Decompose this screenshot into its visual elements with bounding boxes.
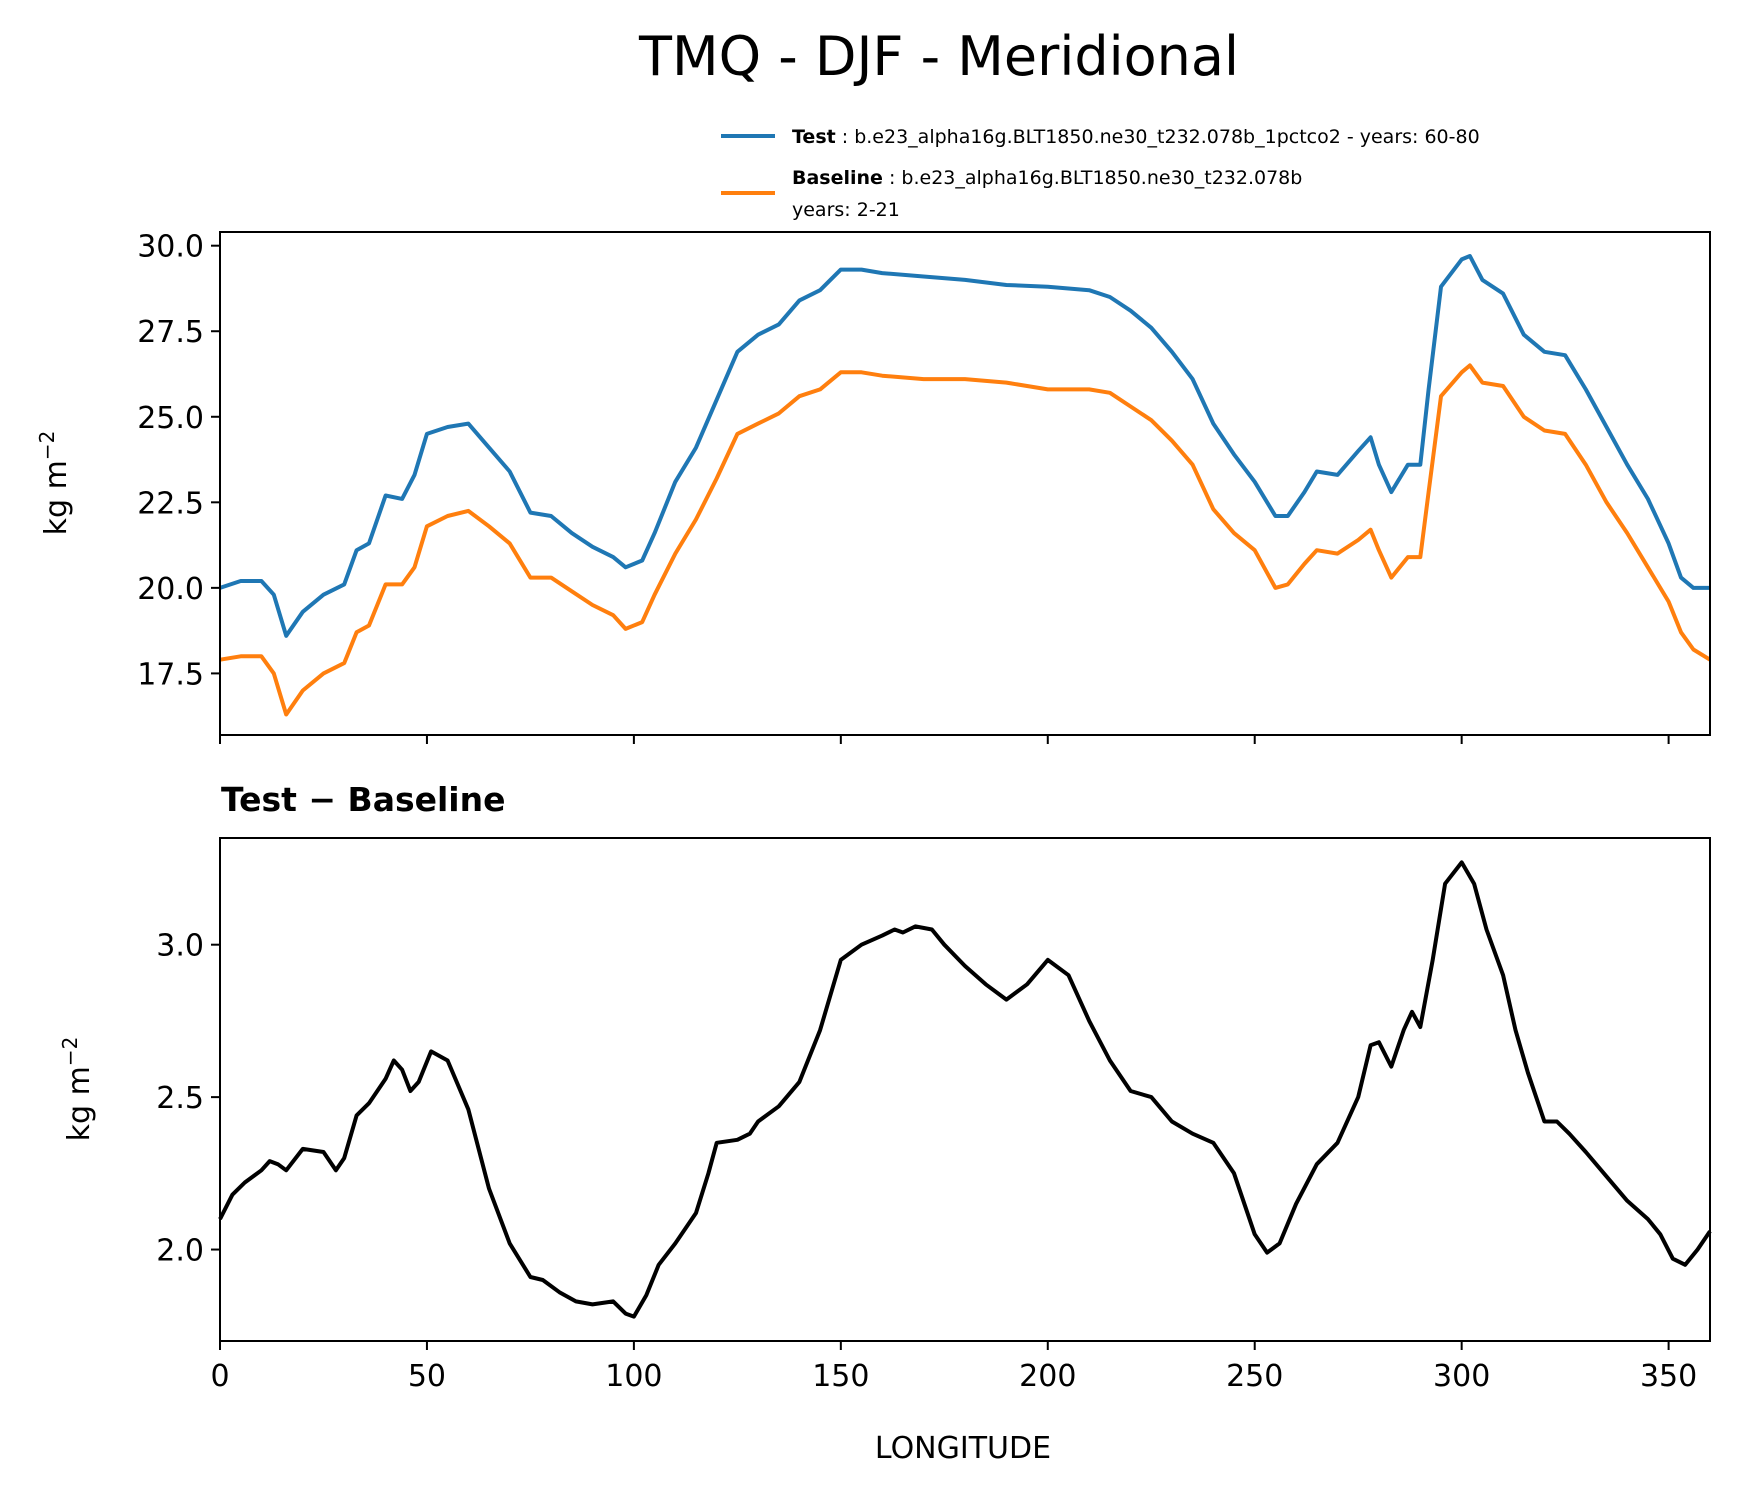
legend: Test : b.e23_alpha16g.BLT1850.ne30_t232.… [721, 126, 1480, 221]
top-plot-frame [219, 231, 1711, 736]
y-tick-label: 2.0 [156, 1234, 204, 1269]
figure-title: TMQ - DJF - Meridional [638, 25, 1239, 88]
x-tick-label: 50 [408, 1359, 446, 1394]
top-y-axis-label: kg m−2 [35, 431, 74, 536]
y-tick-label: 17.5 [137, 657, 204, 692]
x-tick-label: 100 [605, 1359, 662, 1394]
y-tick-label: 20.0 [137, 572, 204, 607]
legend-baseline-label: Baseline [792, 167, 883, 189]
bottom-panel-title: Test − Baseline [221, 780, 506, 819]
y-tick-label: 2.5 [156, 1081, 204, 1116]
legend-baseline-entry: Baseline : b.e23_alpha16g.BLT1850.ne30_t… [792, 167, 1302, 189]
bottom-x-ticks: 0 50 100 150 200 250 300 350 [210, 1341, 1697, 1394]
baseline-series-line [219, 363, 1712, 717]
x-tick-label: 200 [1019, 1359, 1076, 1394]
legend-baseline-years: years: 2-21 [792, 199, 900, 221]
top-panel: 17.5 20.0 22.5 25.0 27.5 30.0 kg m−2 [35, 230, 1712, 744]
legend-test-label: Test [792, 126, 836, 148]
y-tick-label: 30.0 [137, 230, 204, 265]
test-series-line [219, 254, 1710, 638]
top-y-ticks: 17.5 20.0 22.5 25.0 27.5 30.0 [137, 230, 220, 692]
x-tick-label: 350 [1640, 1359, 1697, 1394]
bottom-panel: Test − Baseline 2.0 2.5 3.0 0 50 100 150 200 25… [58, 780, 1712, 1466]
bottom-series-group [218, 860, 1712, 1319]
y-tick-label: 27.5 [137, 315, 204, 350]
x-tick-label: 150 [812, 1359, 869, 1394]
legend-test-entry: Test : b.e23_alpha16g.BLT1850.ne30_t232.… [792, 126, 1480, 148]
x-tick-label: 250 [1226, 1359, 1283, 1394]
bottom-y-axis-label: kg m−2 [58, 1037, 97, 1142]
x-axis-label: LONGITUDE [875, 1431, 1051, 1466]
top-x-ticks [219, 735, 1670, 744]
bottom-plot-frame [219, 837, 1711, 1342]
legend-test-text: b.e23_alpha16g.BLT1850.ne30_t232.078b_1p… [854, 126, 1479, 148]
y-tick-label: 25.0 [137, 401, 204, 436]
bottom-y-ticks: 2.0 2.5 3.0 [156, 929, 220, 1269]
difference-series-line [218, 860, 1712, 1319]
top-series-group [219, 254, 1712, 717]
y-tick-label: 3.0 [156, 929, 204, 964]
x-tick-label: 0 [210, 1359, 229, 1394]
y-tick-label: 22.5 [137, 486, 204, 521]
x-tick-label: 300 [1433, 1359, 1490, 1394]
legend-baseline-text: b.e23_alpha16g.BLT1850.ne30_t232.078b [901, 167, 1302, 189]
